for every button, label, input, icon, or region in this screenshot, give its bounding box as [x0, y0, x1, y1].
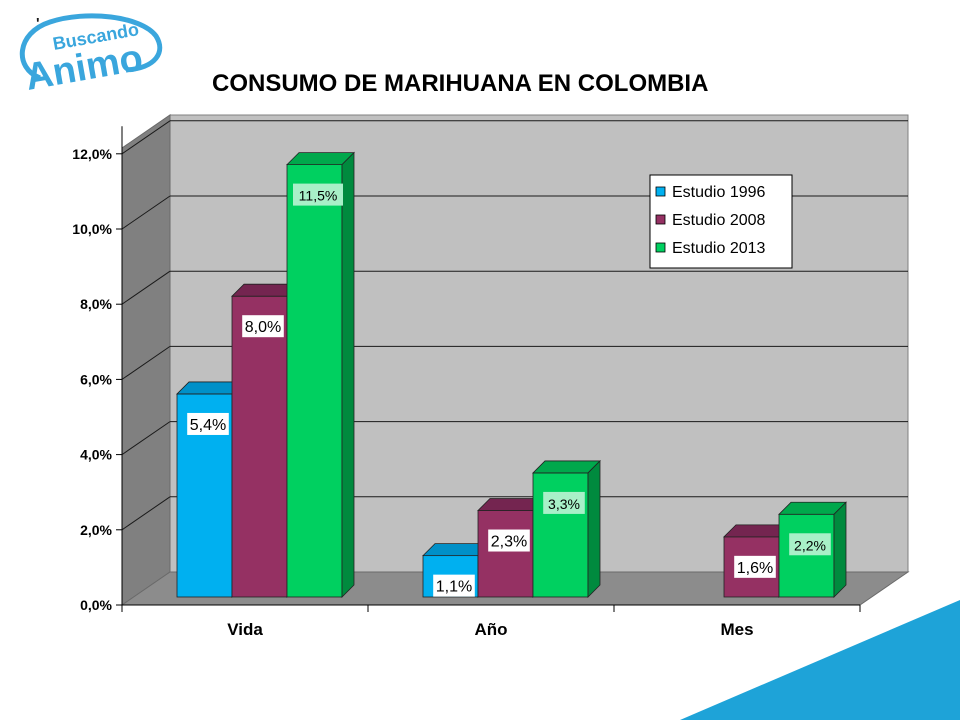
- axes: 0,0% 2,0% 4,0% 6,0% 8,0% 10,0% 12,0% Vida Año Mes: [72, 126, 861, 639]
- data-label: 2,2%: [794, 537, 826, 553]
- legend-swatch: [655, 186, 666, 197]
- data-label: 11,5%: [299, 188, 338, 204]
- y-tick-label: 0,0%: [80, 597, 112, 613]
- data-label-box: [543, 491, 585, 514]
- legend-label: Estudio 2008: [672, 212, 766, 229]
- buscando-animo-logo: ' Buscando Animo: [19, 13, 163, 98]
- gridline-side: [121, 195, 171, 230]
- data-label-box: [789, 533, 831, 556]
- bar-3-side: [833, 501, 847, 598]
- legend: Estudio 1996 Estudio 2008 Estudio 2013: [649, 174, 793, 269]
- x-tick-label: Vida: [227, 620, 263, 639]
- bar-2-front: [477, 510, 534, 598]
- bar-3-front: [286, 164, 343, 598]
- data-label: 1,1%: [436, 579, 472, 596]
- x-tick-label: Año: [474, 620, 507, 639]
- side-wall: [121, 114, 171, 606]
- legend-box: [649, 174, 793, 269]
- y-tick-label: 6,0%: [80, 371, 112, 387]
- bar-2-front: [231, 295, 288, 598]
- gridline-side: [121, 421, 171, 456]
- data-label-box: [734, 555, 776, 578]
- bar-3-side: [587, 459, 601, 598]
- svg-text:': ': [36, 15, 40, 32]
- x-tick-label: Mes: [720, 620, 753, 639]
- data-labels: 5,4% 8,0% 11,5% 1,1% 2,3% 3,3% 1,6% 2,2%: [187, 183, 831, 597]
- chart-title: CONSUMO DE MARIHUANA EN COLOMBIA: [212, 70, 709, 97]
- data-label: 3,3%: [548, 496, 580, 512]
- bar-3-front: [532, 472, 589, 598]
- y-tick-label: 4,0%: [80, 447, 112, 463]
- bar-3-side: [341, 151, 355, 598]
- data-label-box: [187, 412, 229, 435]
- legend-swatch: [655, 214, 666, 225]
- data-label-box: [242, 315, 284, 338]
- gridline-side: [121, 120, 171, 155]
- footer-corner-graphic: [680, 600, 960, 720]
- legend-label: Estudio 2013: [672, 240, 766, 257]
- data-label: 2,3%: [491, 534, 527, 551]
- gridline-side: [121, 270, 171, 305]
- y-tick-label: 8,0%: [80, 296, 112, 312]
- data-label: 5,4%: [190, 417, 226, 434]
- data-label: 8,0%: [245, 319, 281, 336]
- data-label-box: [293, 183, 343, 206]
- y-tick-label: 2,0%: [80, 522, 112, 538]
- gridline-side: [121, 496, 171, 531]
- gridline-side: [121, 345, 171, 380]
- y-tick-label: 12,0%: [72, 146, 112, 162]
- legend-swatch: [655, 242, 666, 253]
- legend-label: Estudio 1996: [672, 184, 766, 201]
- data-label: 1,6%: [737, 560, 773, 577]
- y-tick-label: 10,0%: [72, 221, 112, 237]
- data-label-box: [433, 574, 475, 597]
- data-label-box: [488, 529, 530, 552]
